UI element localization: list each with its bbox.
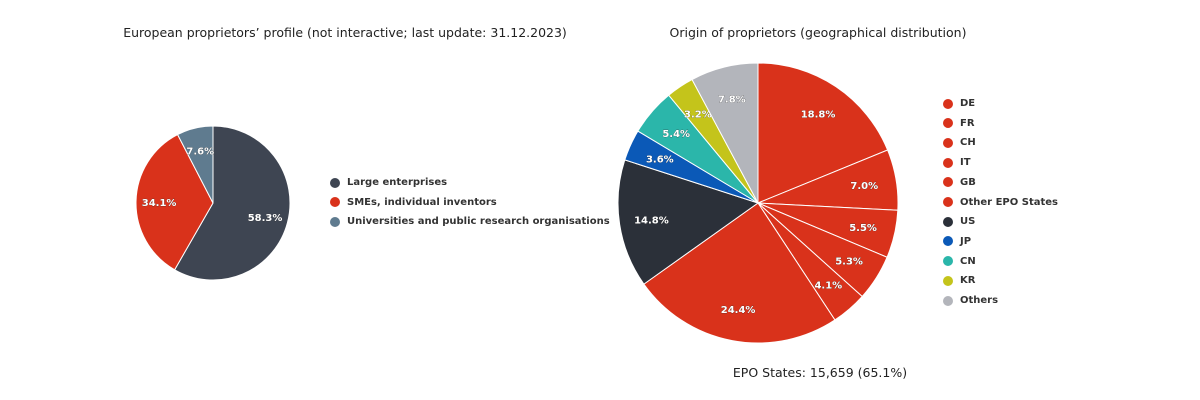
legend-item: CH: [943, 137, 976, 148]
legend-label: JP: [960, 236, 971, 247]
legend-item: Large enterprises: [330, 177, 447, 188]
legend-item: Universities and public research organis…: [330, 216, 610, 227]
data-label: 5.5%: [849, 223, 877, 234]
legend-item: Other EPO States: [943, 197, 1058, 208]
legend-marker: [943, 158, 953, 168]
epo-states-caption: EPO States: 15,659 (65.1%): [733, 365, 907, 380]
data-label: 14.8%: [634, 215, 669, 226]
legend-item: CN: [943, 256, 976, 267]
data-label: 18.8%: [801, 109, 836, 120]
data-label: 7.6%: [186, 147, 214, 158]
legend-label: Others: [960, 295, 998, 306]
legend-label: CH: [960, 137, 976, 148]
legend-item: KR: [943, 275, 975, 286]
legend-marker: [943, 197, 953, 207]
legend-marker: [943, 118, 953, 128]
legend-marker: [330, 217, 340, 227]
data-label: 5.4%: [662, 129, 690, 140]
legend-label: Universities and public research organis…: [347, 216, 610, 227]
legend-label: US: [960, 216, 975, 227]
legend-marker: [943, 256, 953, 266]
legend-marker: [943, 138, 953, 148]
legend-marker: [943, 236, 953, 246]
legend-marker: [943, 296, 953, 306]
data-label: 24.4%: [721, 305, 756, 316]
data-label: 3.2%: [684, 109, 712, 120]
legend-label: GB: [960, 177, 976, 188]
data-label: 3.6%: [646, 154, 674, 165]
legend-label: SMEs, individual inventors: [347, 197, 497, 208]
legend-item: GB: [943, 177, 976, 188]
legend-label: Other EPO States: [960, 197, 1058, 208]
data-label: 4.1%: [814, 281, 842, 292]
legend-marker: [943, 276, 953, 286]
data-label: 5.3%: [835, 257, 863, 268]
legend-item: SMEs, individual inventors: [330, 197, 497, 208]
legend-item: US: [943, 216, 975, 227]
legend-label: DE: [960, 98, 975, 109]
legend-label: IT: [960, 157, 971, 168]
legend-marker: [330, 197, 340, 207]
legend-item: Others: [943, 295, 998, 306]
legend-marker: [943, 177, 953, 187]
legend-marker: [943, 217, 953, 227]
legend-item: IT: [943, 157, 971, 168]
data-label: 34.1%: [142, 198, 177, 209]
legend-item: JP: [943, 236, 971, 247]
data-label: 58.3%: [248, 213, 283, 224]
legend-item: DE: [943, 98, 975, 109]
legend-item: FR: [943, 118, 975, 129]
legend-label: Large enterprises: [347, 177, 447, 188]
data-label: 7.0%: [850, 181, 878, 192]
legend-label: FR: [960, 118, 975, 129]
legend-marker: [330, 178, 340, 188]
data-label: 7.8%: [718, 94, 746, 105]
legend-label: CN: [960, 256, 976, 267]
legend-marker: [943, 99, 953, 109]
legend-label: KR: [960, 275, 975, 286]
